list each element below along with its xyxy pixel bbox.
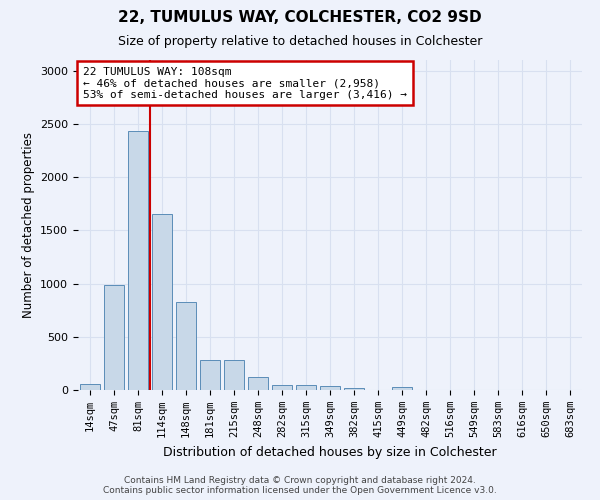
Bar	[128, 132, 148, 390]
Bar	[152, 214, 172, 390]
Bar	[320, 386, 340, 390]
Bar	[176, 302, 196, 390]
Bar	[272, 384, 292, 390]
Bar	[296, 384, 316, 390]
Bar	[392, 387, 412, 390]
Bar	[344, 388, 364, 390]
Bar	[200, 360, 220, 390]
Y-axis label: Number of detached properties: Number of detached properties	[22, 132, 35, 318]
Text: 22 TUMULUS WAY: 108sqm
← 46% of detached houses are smaller (2,958)
53% of semi-: 22 TUMULUS WAY: 108sqm ← 46% of detached…	[83, 66, 407, 100]
Bar	[248, 377, 268, 390]
X-axis label: Distribution of detached houses by size in Colchester: Distribution of detached houses by size …	[163, 446, 497, 458]
Text: 22, TUMULUS WAY, COLCHESTER, CO2 9SD: 22, TUMULUS WAY, COLCHESTER, CO2 9SD	[118, 10, 482, 25]
Bar	[224, 360, 244, 390]
Bar	[104, 284, 124, 390]
Bar	[80, 384, 100, 390]
Text: Contains HM Land Registry data © Crown copyright and database right 2024.
Contai: Contains HM Land Registry data © Crown c…	[103, 476, 497, 495]
Text: Size of property relative to detached houses in Colchester: Size of property relative to detached ho…	[118, 34, 482, 48]
